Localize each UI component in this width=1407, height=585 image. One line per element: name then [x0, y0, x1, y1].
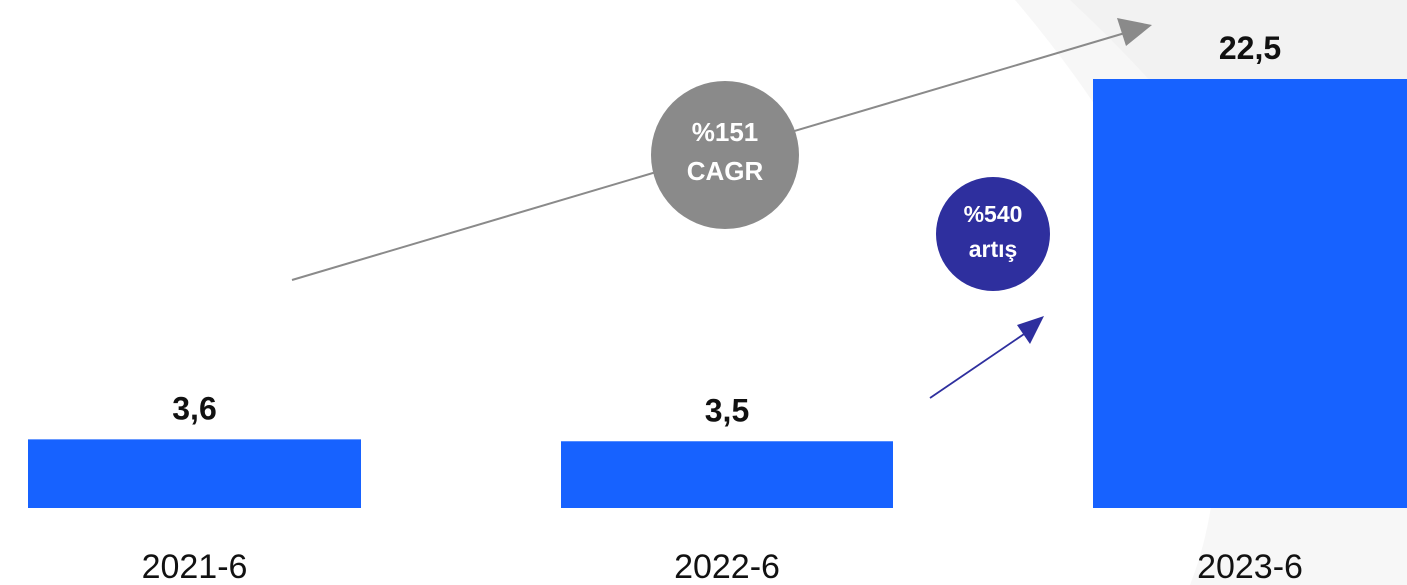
category-label-2022-6: 2022-6	[674, 548, 780, 585]
category-label-2023-6: 2023-6	[1197, 548, 1303, 585]
bar-2023-6	[1093, 79, 1407, 508]
cagr-badge-label: CAGR	[687, 156, 764, 186]
cagr-badge	[651, 81, 799, 229]
cagr-arrow-head	[1117, 18, 1152, 46]
increase-badge	[936, 177, 1050, 291]
value-label-2021-6: 3,6	[172, 390, 216, 426]
category-label-2021-6: 2021-6	[142, 548, 248, 585]
increase-arrow-head	[1017, 316, 1044, 344]
increase-badge-label: artış	[969, 236, 1018, 262]
increase-arrow	[929, 329, 1031, 399]
value-labels-layer: 3,6 3,5 22,5	[172, 30, 1281, 428]
value-label-2023-6: 22,5	[1219, 30, 1281, 66]
bar-2022-6	[561, 441, 893, 508]
category-labels-layer: 2021-6 2022-6 2023-6	[142, 548, 1303, 585]
cagr-annotation: %151 CAGR	[291, 18, 1152, 281]
bar-2021-6	[28, 439, 361, 508]
increase-annotation: %540 artış	[929, 177, 1050, 399]
increase-badge-value: %540	[964, 201, 1023, 227]
value-label-2022-6: 3,5	[705, 392, 749, 428]
cagr-badge-value: %151	[692, 117, 759, 147]
bars-layer	[28, 79, 1407, 508]
